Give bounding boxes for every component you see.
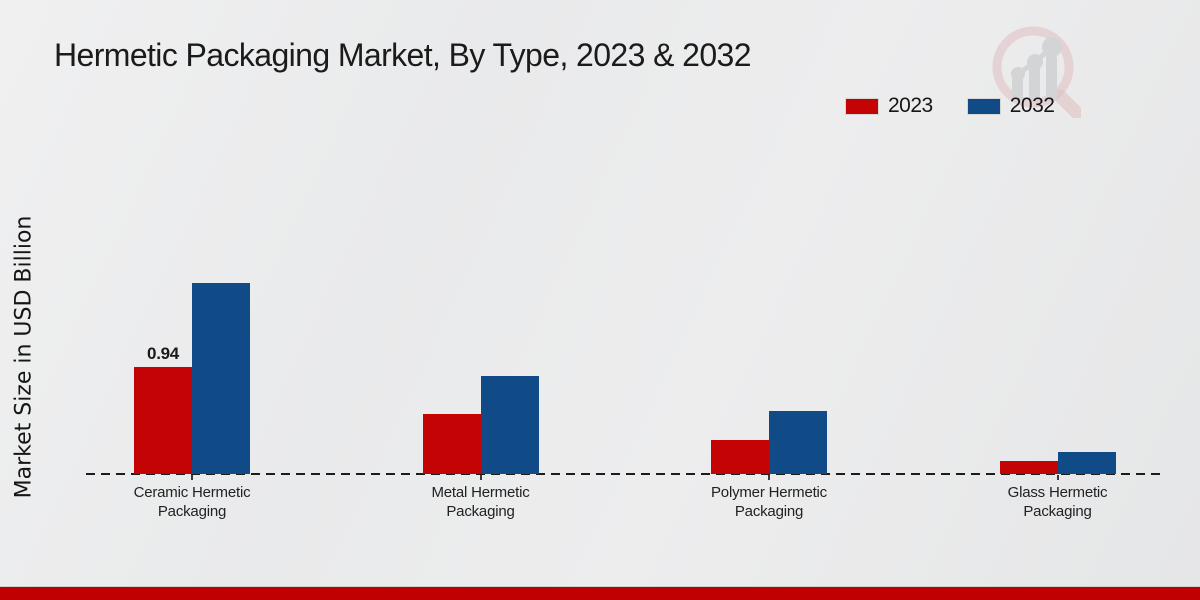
- legend-swatch-2032-icon: [966, 97, 1001, 115]
- bar-value-label: 0.94: [147, 344, 179, 363]
- legend-label-2023: 2023: [888, 94, 933, 117]
- x-axis-tick: [479, 475, 482, 480]
- category-label-polymer: Polymer Hermetic Packaging: [711, 484, 827, 520]
- bar-2032-glass: [1057, 452, 1116, 474]
- bar-2032-polymer: [769, 411, 827, 474]
- legend-item-2032: 2032: [966, 94, 1055, 118]
- bar-2023-ceramic: [134, 367, 192, 474]
- category-label-metal: Metal Hermetic Packaging: [431, 484, 530, 520]
- bar-2023-polymer: [711, 440, 769, 474]
- bar-2032-metal: [480, 376, 539, 474]
- category-label-ceramic: Ceramic Hermetic Packaging: [133, 484, 251, 520]
- footer-accent-band: [0, 586, 1200, 600]
- plot-area: 0.94: [86, 0, 1163, 474]
- bar-2023-metal: [422, 414, 481, 474]
- category-label-glass: Glass Hermetic Packaging: [1007, 484, 1108, 520]
- bar-2032-ceramic: [192, 283, 250, 474]
- legend-item-2023: 2023: [845, 94, 933, 118]
- bar-2023-glass: [999, 461, 1058, 474]
- x-axis-baseline: [86, 473, 1163, 475]
- chart-title: Hermetic Packaging Market, By Type, 2023…: [54, 37, 752, 73]
- legend-swatch-2023-icon: [845, 97, 879, 115]
- x-axis-tick: [768, 475, 770, 480]
- legend: 2023 2032: [845, 94, 1055, 118]
- legend-label-2032: 2032: [1009, 94, 1055, 117]
- magnifier-bar-chart-logo-icon: [985, 22, 1084, 123]
- y-axis-label: Market Size in USD Billion: [11, 215, 37, 499]
- x-axis-tick: [1056, 475, 1059, 480]
- x-axis-tick: [191, 475, 193, 480]
